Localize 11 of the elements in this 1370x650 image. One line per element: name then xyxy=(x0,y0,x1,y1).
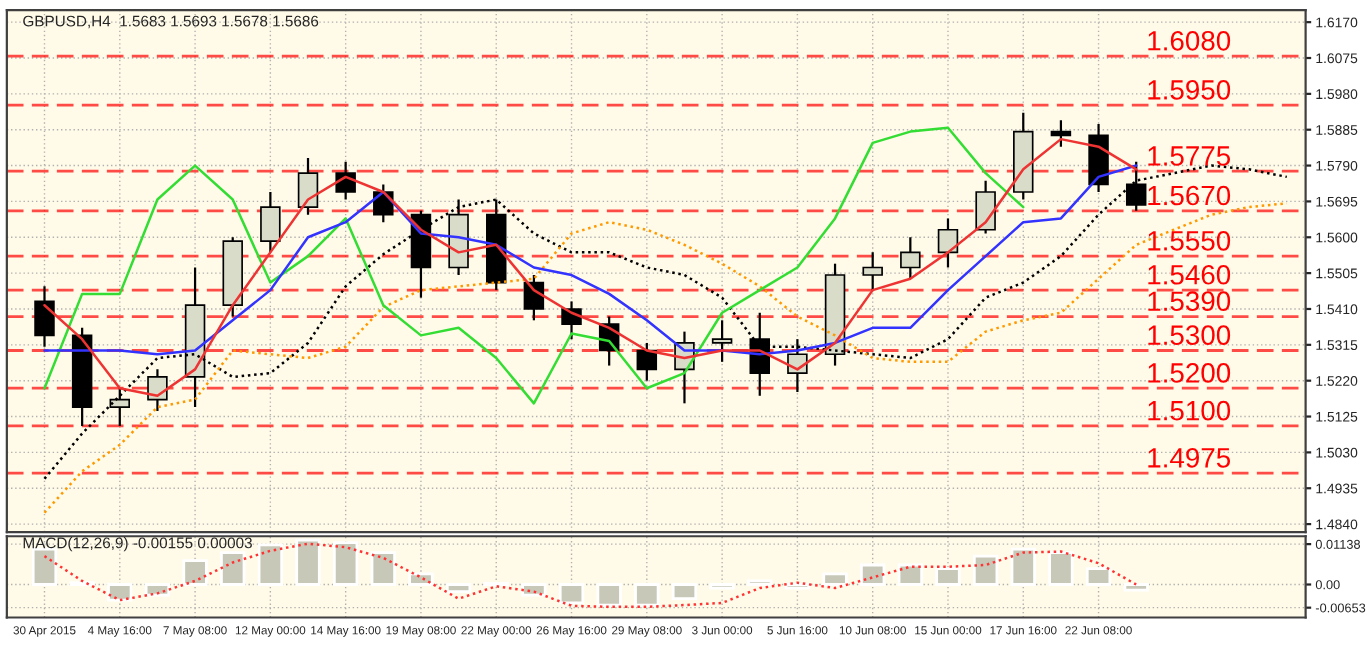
ref-line-label: 1.4975 xyxy=(1148,447,1231,468)
ref-line-label: 1.5100 xyxy=(1148,400,1231,421)
ref-line-label: 1.5390 xyxy=(1148,291,1231,312)
ref-line-label: 1.5775 xyxy=(1148,146,1231,166)
ref-line-label: 1.5460 xyxy=(1148,264,1231,285)
ref-line-label: 1.6080 xyxy=(1148,30,1231,51)
ref-line-label: 1.5670 xyxy=(1148,185,1231,206)
ref-line-label: 1.5550 xyxy=(1148,230,1231,251)
ref-line-label: 1.5300 xyxy=(1148,325,1231,345)
ref-line-label: 1.5950 xyxy=(1148,80,1231,100)
ref-line-label: 1.5200 xyxy=(1148,363,1231,383)
